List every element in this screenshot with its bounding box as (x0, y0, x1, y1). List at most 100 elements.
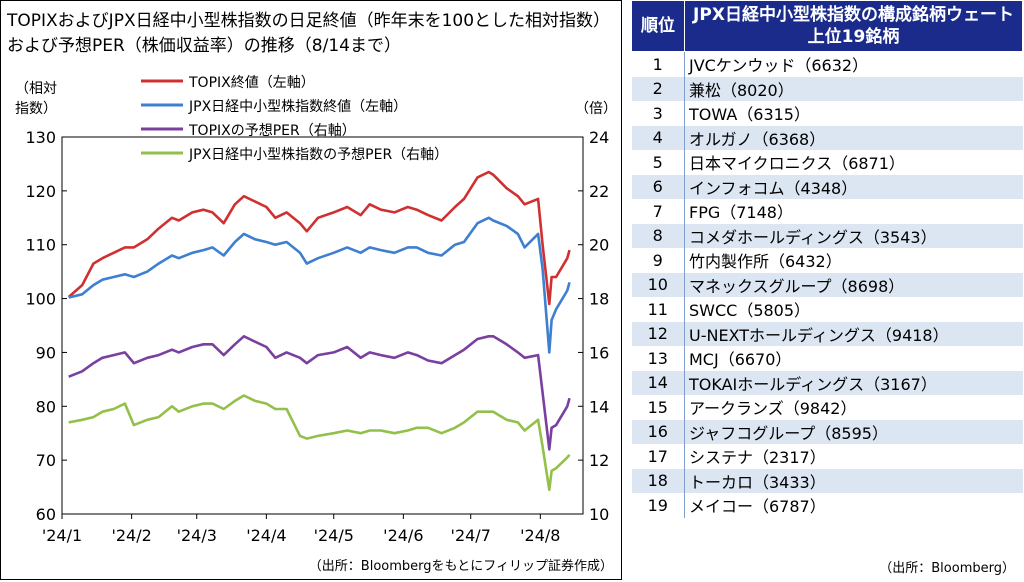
x-axis: '24/1 '24/2 '24/3 '24/4 '24/5 '24/6 '24/7 '24/8 (42, 514, 560, 545)
right-tick-label: 20 (589, 236, 609, 255)
x-tick-label: '24/5 (314, 526, 354, 545)
rank-cell: 8 (631, 223, 685, 248)
right-tick-label: 24 (589, 128, 609, 147)
left-tick-label: 110 (25, 236, 56, 255)
rank-cell: 3 (652, 103, 663, 123)
table-row: 14 TOKAIホールディングス（3167） (631, 370, 1023, 395)
legend-label: TOPIXの予想PER（右軸） (188, 123, 356, 139)
left-tick-label: 130 (25, 128, 56, 147)
table-row: 9 竹内製作所（6432） (632, 248, 1023, 273)
rank-cell: 1 (652, 54, 663, 74)
rank-cell: 18 (631, 468, 685, 493)
stock-name-cell: トーカロ（3433） (684, 468, 1023, 493)
series-line-1 (67, 170, 571, 306)
x-tick-label: '24/7 (451, 526, 491, 545)
table-row: 8 コメダホールディングス（3543） (631, 223, 1023, 248)
stock-name-cell: 日本マイクロニクス（6871） (684, 150, 1023, 175)
table-row: 7 FPG（7148） (632, 199, 1023, 224)
left-axis-label-line2: 指数） (15, 101, 57, 117)
series-layer (67, 170, 571, 492)
table-row: 16 ジャフコグループ（8595） (631, 419, 1023, 444)
table-row: 2 兼松（8020） (631, 76, 1023, 101)
left-tick-label: 70 (36, 451, 56, 470)
plot-area (61, 136, 584, 515)
stock-name-cell: コメダホールディングス（3543） (684, 223, 1023, 248)
right-tick-label: 10 (589, 505, 609, 524)
ranking-panel: 順位 JPX日経中小型株指数の構成銘柄ウェート上位19銘柄 1 JVCケンウッド（… (631, 0, 1023, 580)
right-tick-label: 16 (589, 343, 609, 362)
stock-name-cell: U-NEXTホールディングス（9418） (684, 321, 1023, 346)
rank-cell: 16 (631, 419, 685, 444)
right-tick-label: 12 (589, 451, 609, 470)
table-source: （出所：Bloomberg） (879, 561, 1015, 576)
legend-label: JPX日経中小型株指数の予想PER（右軸） (188, 147, 448, 163)
x-tick-label: '24/3 (177, 526, 217, 545)
table-row: 5 日本マイクロニクス（6871） (632, 150, 1023, 175)
table-row: 6 インフォコム（4348） (631, 174, 1023, 199)
stock-name-cell: アークランズ（9842） (684, 395, 1023, 420)
chart-source: （出所：Bloombergをもとにフィリップ証券作成） (309, 558, 613, 574)
header-name: JPX日経中小型株指数の構成銘柄ウェート上位19銘柄 (684, 0, 1023, 52)
chart-panel: TOPIXおよびJPX日経中小型株指数の日足終値（昨年末を100とした相対指数）… (0, 0, 622, 580)
table-row: 12 U-NEXTホールディングス（9418） (631, 321, 1023, 346)
right-tick-label: 22 (589, 182, 609, 201)
x-tick-label: '24/6 (383, 526, 423, 545)
left-axis-label-line1: （相対 (15, 81, 57, 97)
rank-cell: 14 (631, 370, 685, 395)
table-row: 4 オルガノ（6368） (631, 125, 1023, 150)
table-row: 17 システナ（2317） (632, 444, 1023, 469)
legend-label: TOPIX終値（左軸） (188, 75, 315, 91)
rank-cell: 19 (647, 495, 668, 515)
stock-name-cell: オルガノ（6368） (684, 125, 1023, 150)
rank-cell: 13 (647, 348, 668, 368)
rank-cell: 4 (631, 125, 685, 150)
right-tick-label: 14 (589, 397, 609, 416)
rank-cell: 11 (647, 299, 668, 319)
ranking-table: 順位 JPX日経中小型株指数の構成銘柄ウェート上位19銘柄 1 JVCケンウッド（… (631, 0, 1023, 518)
stock-name-cell: MCJ（6670） (684, 346, 1023, 371)
chart-title: TOPIXおよびJPX日経中小型株指数の日足終値（昨年末を100とした相対指数）… (7, 11, 611, 56)
x-tick-label: '24/8 (520, 526, 560, 545)
rank-cell: 17 (647, 446, 668, 466)
right-tick-label: 18 (589, 290, 609, 309)
left-tick-label: 120 (25, 182, 56, 201)
left-tick-label: 60 (36, 505, 56, 524)
table-row: 1 JVCケンウッド（6632） (632, 51, 1023, 77)
table-row: 15 アークランズ（9842） (632, 395, 1023, 420)
stock-name-cell: FPG（7148） (684, 199, 1023, 224)
stock-name-cell: システナ（2317） (684, 444, 1023, 469)
rank-cell: 10 (631, 272, 685, 297)
legend-label: JPX日経中小型株指数終値（左軸） (188, 99, 407, 115)
series-line-3 (68, 334, 571, 451)
table-row: 10 マネックスグループ（8698） (631, 272, 1023, 297)
rank-cell: 5 (652, 152, 663, 172)
stock-name-cell: インフォコム（4348） (684, 174, 1023, 199)
stock-name-cell: メイコー（6787） (684, 493, 1023, 518)
series-line-4 (68, 394, 571, 492)
rank-cell: 7 (652, 201, 663, 221)
legend: TOPIX終値（左軸） JPX日経中小型株指数終値（左軸） TOPIXの予想PER（… (141, 75, 448, 163)
stock-name-cell: TOKAIホールディングス（3167） (684, 370, 1023, 395)
rank-cell: 2 (631, 76, 685, 101)
table-row: 19 メイコー（6787） (632, 493, 1023, 518)
rank-cell: 6 (631, 174, 685, 199)
left-tick-label: 90 (36, 343, 56, 362)
stock-name-cell: ジャフコグループ（8595） (684, 419, 1023, 444)
right-axis: 10 12 14 16 18 20 22 24 (578, 128, 609, 524)
line-chart: 60 70 80 90 100 110 120 130 10 12 14 16 18 20 22 24 '2… (15, 75, 617, 574)
right-axis-label: （倍） (575, 101, 617, 117)
x-tick-label: '24/4 (246, 526, 286, 545)
rank-cell: 9 (652, 250, 663, 270)
table-row: 18 トーカロ（3433） (631, 468, 1023, 493)
rank-cell: 12 (631, 321, 685, 346)
stock-name-cell: JVCケンウッド（6632） (684, 51, 1023, 77)
table-row: 3 TOWA（6315） (632, 101, 1023, 126)
stock-name-cell: マネックスグループ（8698） (684, 272, 1023, 297)
table-row: 11 SWCC（5805） (632, 297, 1023, 322)
header-rank: 順位 (631, 0, 685, 52)
x-tick-label: '24/2 (111, 526, 151, 545)
left-tick-label: 100 (25, 290, 56, 309)
stock-name-cell: 兼松（8020） (684, 76, 1023, 101)
table-header-row: 順位 JPX日経中小型株指数の構成銘柄ウェート上位19銘柄 (631, 0, 1023, 52)
rank-cell: 15 (647, 397, 668, 417)
